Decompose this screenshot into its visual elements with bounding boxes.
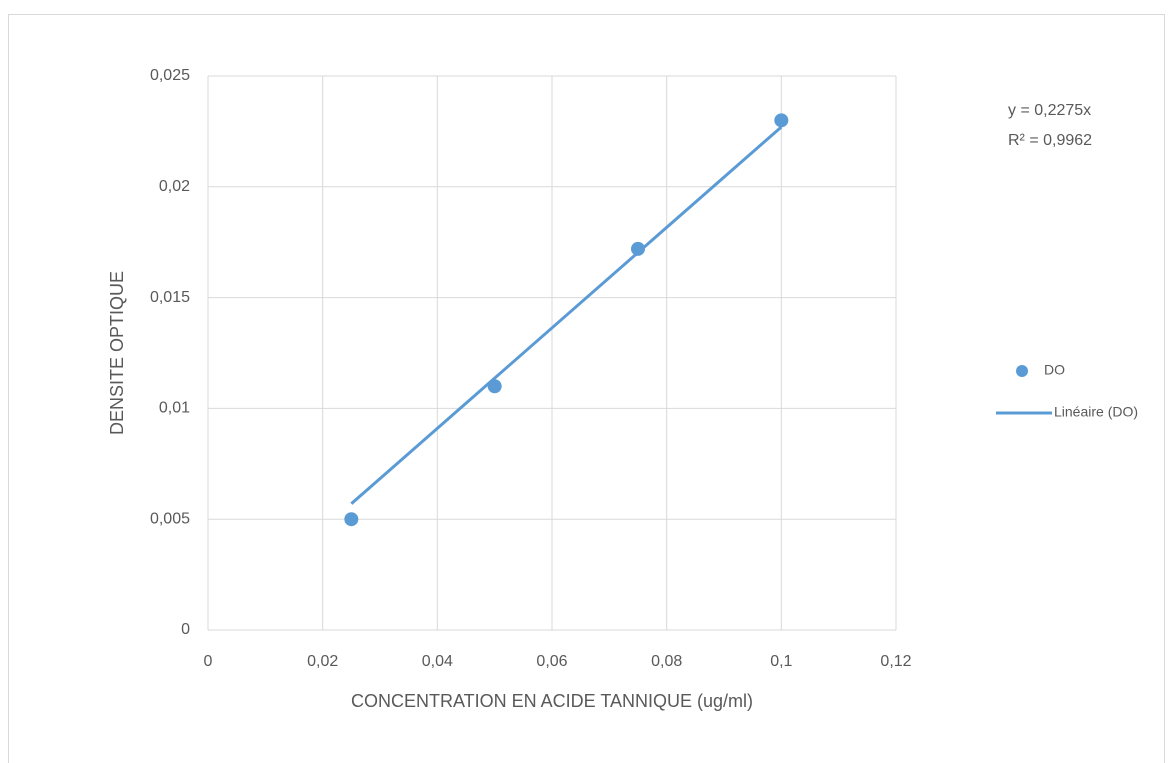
x-tick-label: 0,08: [651, 653, 682, 670]
x-axis-title: CONCENTRATION EN ACIDE TANNIQUE (ug/ml): [351, 691, 753, 711]
x-tick-label: 0,04: [422, 653, 453, 670]
x-tick-label: 0,02: [307, 653, 338, 670]
y-axis-title: DENSITE OPTIQUE: [107, 271, 127, 435]
trendline: [350, 125, 783, 505]
y-tick-label: 0,015: [150, 289, 190, 306]
data-point: [774, 113, 789, 128]
x-tick-label: 0: [204, 653, 213, 670]
y-tick-label: 0: [181, 621, 190, 638]
x-tick-label: 0,12: [880, 653, 911, 670]
x-tick-label: 0,06: [536, 653, 567, 670]
legend-label: Linéaire (DO): [1054, 404, 1138, 420]
y-tick-label: 0,005: [150, 510, 190, 527]
trendline-r2: R² = 0,9962: [1008, 132, 1092, 149]
data-point: [344, 512, 359, 527]
trendline-equation: y = 0,2275x: [1008, 102, 1091, 119]
x-tick-label: 0,1: [770, 653, 792, 670]
y-tick-label: 0,02: [159, 178, 190, 195]
y-tick-label: 0,025: [150, 67, 190, 84]
data-point: [631, 241, 645, 256]
y-tick-label: 0,01: [159, 400, 190, 417]
legend-marker: [1016, 365, 1028, 377]
chart-border: [8, 14, 1165, 763]
legend-label: DO: [1044, 362, 1065, 378]
